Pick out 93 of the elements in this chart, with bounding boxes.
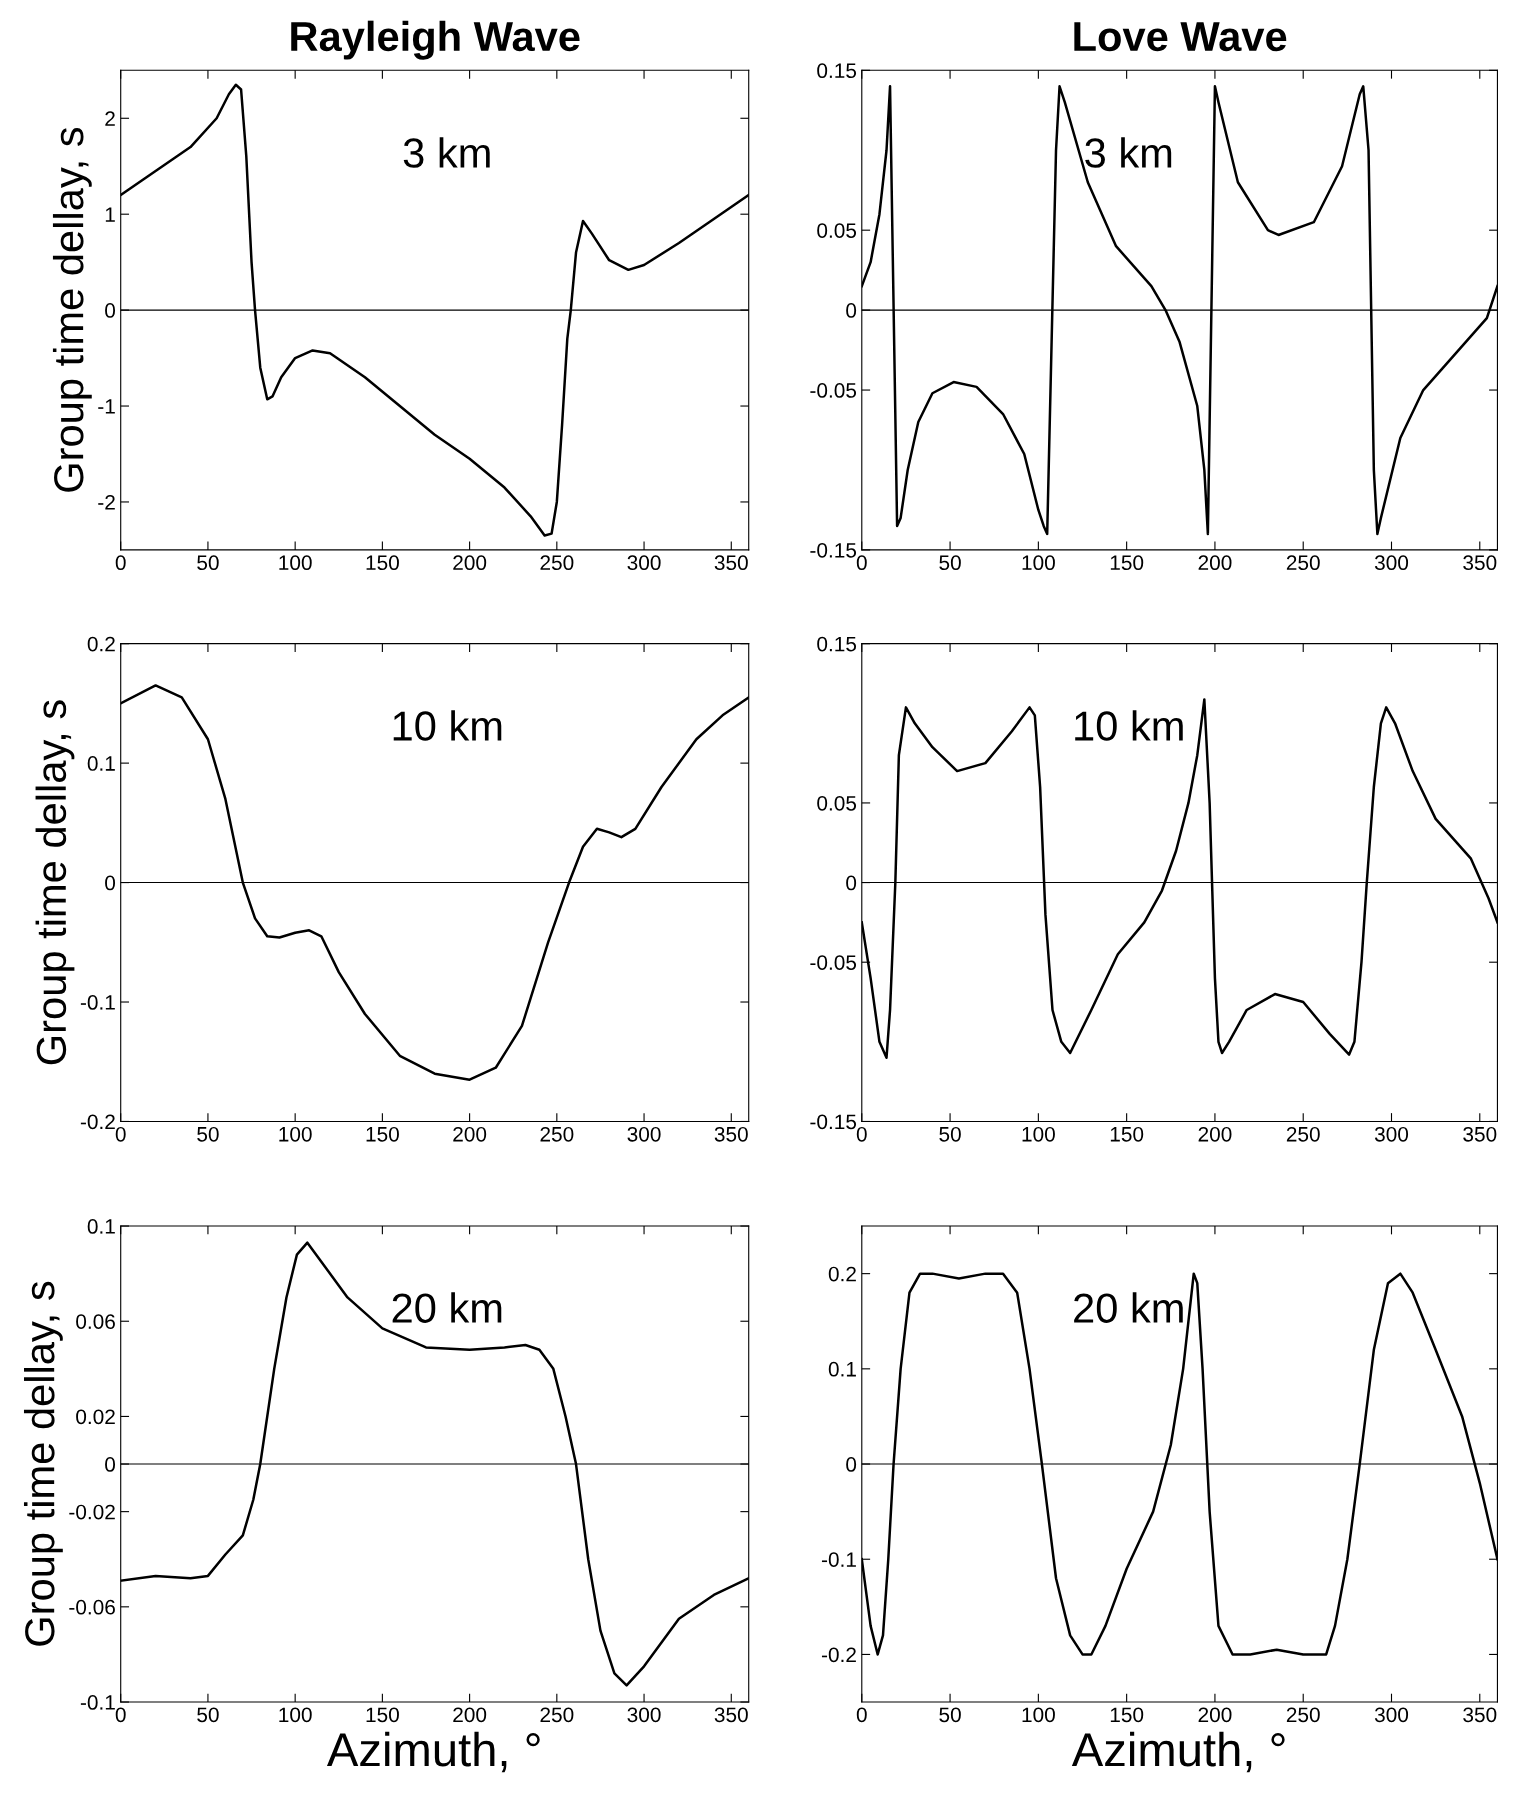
x-axis-title: Azimuth, ° (1071, 1731, 1285, 1773)
y-tick-label: -0.1 (80, 1695, 115, 1710)
y-tick-label: 0 (105, 1457, 116, 1472)
annotation: 10 km (1075, 710, 1183, 741)
x-tick-label: 50 (939, 555, 961, 571)
x-tick-label: 0 (856, 1126, 867, 1142)
x-tick-label: 150 (1110, 1707, 1144, 1723)
x-tick-label: 200 (453, 1707, 487, 1723)
x-tick-label: 250 (1286, 1707, 1320, 1723)
chart-title: Rayleigh Wave (291, 20, 580, 60)
x-tick-label: 50 (939, 1126, 961, 1142)
x-tick-label: 350 (1463, 555, 1497, 571)
x-tick-label: 100 (279, 1707, 312, 1723)
x-tick-label: 300 (1374, 555, 1409, 571)
x-tick-label: 50 (939, 1707, 961, 1723)
y-tick-label: 2 (105, 111, 115, 126)
x-tick-label: 300 (627, 1126, 661, 1142)
x-tick-label: 50 (197, 1126, 219, 1142)
x-tick-label: 0 (115, 555, 126, 571)
y-tick-label: 0.15 (817, 636, 857, 652)
x-tick-label: 100 (1022, 1707, 1055, 1723)
x-tick-label: 50 (197, 555, 219, 571)
x-tick-label: 150 (366, 1126, 399, 1142)
x-tick-label: 100 (279, 555, 312, 571)
y-tick-label: 0.2 (87, 636, 115, 652)
y-tick-label: -1 (98, 399, 115, 414)
y-tick-label: -0.02 (69, 1504, 115, 1520)
x-tick-label: 250 (540, 1707, 574, 1723)
x-tick-label: 100 (279, 1126, 312, 1142)
y-axis-title: Group time dellay, s (35, 700, 75, 1065)
y-tick-label: 0.06 (76, 1314, 115, 1329)
x-tick-label: 150 (1110, 555, 1144, 571)
y-tick-label: 0 (846, 1457, 857, 1472)
y-tick-label: 0.05 (817, 223, 857, 238)
x-tick-label: 150 (366, 555, 399, 571)
y-tick-label: 0.05 (817, 795, 857, 811)
y-tick-label: -0.05 (810, 383, 857, 398)
y-tick-label: -0.15 (810, 542, 857, 558)
y-tick-label: 0.15 (817, 63, 857, 79)
x-tick-label: 200 (1198, 555, 1232, 571)
x-tick-label: 350 (1463, 1707, 1497, 1723)
x-tick-label: 0 (115, 1126, 126, 1142)
y-tick-label: 0.1 (828, 1361, 856, 1377)
x-tick-label: 350 (714, 555, 748, 571)
x-tick-label: 350 (1463, 1126, 1497, 1142)
y-tick-label: -0.2 (80, 1114, 115, 1130)
y-axis-title: Group time dellay, s (52, 127, 92, 492)
y-tick-label: -0.1 (80, 995, 115, 1010)
x-tick-label: 250 (540, 555, 574, 571)
annotation: 20 km (1074, 1292, 1183, 1323)
x-tick-label: 200 (1198, 1707, 1232, 1723)
x-tick-label: 300 (1374, 1126, 1409, 1142)
y-tick-label: 0 (846, 303, 857, 318)
x-tick-label: 0 (856, 1707, 867, 1723)
y-tick-label: 0 (105, 303, 116, 318)
x-tick-label: 100 (1022, 555, 1055, 571)
y-tick-label: 1 (105, 207, 115, 222)
annotation: 20 km (392, 1292, 502, 1323)
y-tick-label: 0.2 (828, 1266, 856, 1282)
y-tick-label: 0.1 (87, 756, 115, 771)
x-tick-label: 350 (714, 1126, 748, 1142)
y-tick-label: -0.2 (821, 1647, 856, 1663)
y-tick-label: 0 (105, 875, 116, 891)
x-tick-label: 200 (453, 1126, 487, 1142)
y-tick-label: -2 (98, 494, 115, 510)
x-tick-label: 0 (115, 1707, 126, 1723)
x-tick-label: 250 (540, 1126, 574, 1142)
x-tick-label: 50 (197, 1707, 219, 1723)
x-tick-label: 200 (453, 555, 487, 571)
y-tick-label: 0 (846, 875, 857, 891)
chart-title: Love Wave (1074, 22, 1287, 52)
x-tick-label: 200 (1198, 1126, 1232, 1142)
y-tick-label: -0.05 (810, 955, 857, 970)
annotation: 3 km (403, 137, 490, 168)
x-tick-label: 250 (1286, 1126, 1320, 1142)
y-tick-label: 0.1 (87, 1219, 115, 1234)
x-tick-label: 300 (627, 555, 661, 571)
y-tick-label: -0.15 (810, 1114, 857, 1130)
x-tick-label: 300 (1374, 1707, 1409, 1723)
x-tick-label: 300 (627, 1707, 661, 1723)
x-tick-label: 150 (366, 1707, 399, 1723)
x-tick-label: 250 (1286, 555, 1320, 571)
y-axis-title: Group time dellay, s (23, 1281, 63, 1646)
x-tick-label: 0 (856, 555, 867, 571)
x-axis-title: Azimuth, ° (326, 1731, 540, 1773)
annotation: 10 km (393, 710, 502, 741)
x-tick-label: 100 (1022, 1126, 1055, 1142)
x-tick-label: 150 (1110, 1126, 1144, 1142)
y-tick-label: -0.06 (69, 1599, 115, 1615)
annotation: 3 km (1085, 137, 1172, 168)
y-tick-label: -0.1 (821, 1552, 856, 1567)
x-tick-label: 350 (714, 1707, 748, 1723)
y-tick-label: 0.02 (76, 1409, 115, 1425)
